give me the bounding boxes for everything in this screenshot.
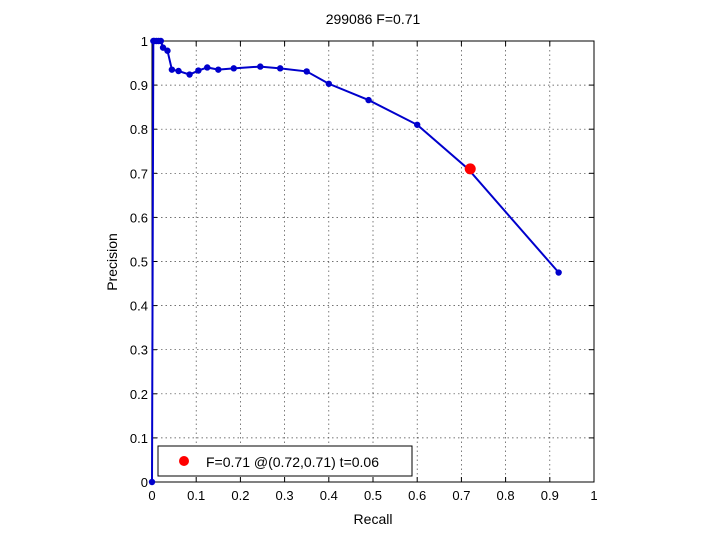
axis-ticks: 0 0.1 0.2 0.3 0.4 0.5 0.6 0.7 0.8 0.9 1 0 0.1 0.2 0.3 0… xyxy=(130,34,598,503)
y-tick-label: 0.6 xyxy=(130,210,148,225)
data-point xyxy=(257,63,264,70)
x-axis-label: Recall xyxy=(354,511,393,527)
y-tick-label: 0.4 xyxy=(130,299,148,314)
y-tick-label: 1 xyxy=(141,34,148,49)
y-tick-label: 0.7 xyxy=(130,166,148,181)
x-tick-label: 0 xyxy=(148,488,155,503)
x-tick-label: 0.9 xyxy=(541,488,559,503)
data-point xyxy=(276,65,284,72)
y-tick-label: 0.9 xyxy=(130,78,148,93)
x-tick-label: 0.2 xyxy=(231,488,249,503)
grid-lines xyxy=(152,41,594,482)
data-point xyxy=(365,96,372,104)
x-tick-label: 0.4 xyxy=(320,488,338,503)
data-point xyxy=(230,65,237,72)
legend: F=0.71 @(0.72,0.71) t=0.06 xyxy=(157,445,413,477)
x-tick-label: 0.5 xyxy=(364,488,382,503)
chart-title: 299086 F=0.71 xyxy=(326,11,421,27)
y-axis-label: Precision xyxy=(104,233,120,291)
legend-label: F=0.71 @(0.72,0.71) t=0.06 xyxy=(206,454,379,470)
data-point xyxy=(164,47,171,54)
y-tick-label: 0.8 xyxy=(130,122,148,137)
data-point xyxy=(168,66,176,73)
y-tick-label: 0 xyxy=(141,475,148,490)
x-tick-label: 0.6 xyxy=(408,488,426,503)
y-tick-label: 0.1 xyxy=(130,431,148,446)
data-point xyxy=(215,66,222,73)
y-tick-label: 0.3 xyxy=(130,343,148,358)
series-layer xyxy=(148,37,562,486)
data-point xyxy=(325,80,332,87)
data-point xyxy=(555,269,562,276)
best-f-point xyxy=(464,163,476,175)
data-point xyxy=(195,67,202,74)
data-point xyxy=(186,71,193,78)
x-tick-label: 0.7 xyxy=(452,488,470,503)
x-tick-label: 0.1 xyxy=(187,488,205,503)
data-point xyxy=(414,121,421,128)
x-tick-label: 0.8 xyxy=(497,488,515,503)
data-point xyxy=(303,68,310,75)
data-point xyxy=(157,37,165,45)
x-tick-label: 0.3 xyxy=(276,488,294,503)
y-tick-label: 0.2 xyxy=(130,387,148,402)
data-point xyxy=(175,67,182,75)
data-point xyxy=(148,478,156,486)
legend-frame xyxy=(157,445,413,477)
y-tick-label: 0.5 xyxy=(130,255,148,270)
data-point xyxy=(204,64,211,71)
legend-marker xyxy=(179,456,189,466)
x-tick-label: 1 xyxy=(590,488,597,503)
